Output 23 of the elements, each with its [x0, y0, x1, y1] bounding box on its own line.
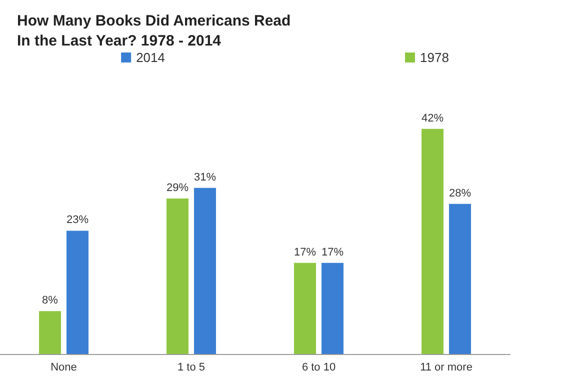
bar — [294, 262, 316, 354]
data-label: 23% — [66, 214, 89, 226]
bar — [194, 188, 216, 354]
bar — [322, 262, 344, 354]
bar — [39, 311, 61, 354]
x-tick-label: None — [50, 362, 77, 374]
bar — [66, 230, 88, 354]
data-label: 8% — [42, 294, 58, 307]
x-tick-label: 1 to 5 — [177, 362, 206, 374]
data-label: 17% — [321, 246, 344, 258]
x-tick-label: 6 to 10 — [302, 362, 336, 374]
data-label: 17% — [294, 246, 316, 258]
legend-label: 1978 — [420, 50, 449, 65]
bar — [422, 128, 444, 354]
data-label: 31% — [194, 171, 216, 184]
bar — [166, 198, 188, 354]
bar — [449, 204, 471, 354]
data-label: 28% — [448, 187, 472, 200]
chart-title: How Many Books Did Americans Read In the Last Year? 1978 - 2014 — [17, 12, 291, 50]
x-tick-label: 11 or more — [420, 362, 472, 374]
data-label: 29% — [166, 182, 189, 194]
legend-label: 2014 — [136, 50, 165, 65]
data-label: 42% — [421, 112, 444, 124]
